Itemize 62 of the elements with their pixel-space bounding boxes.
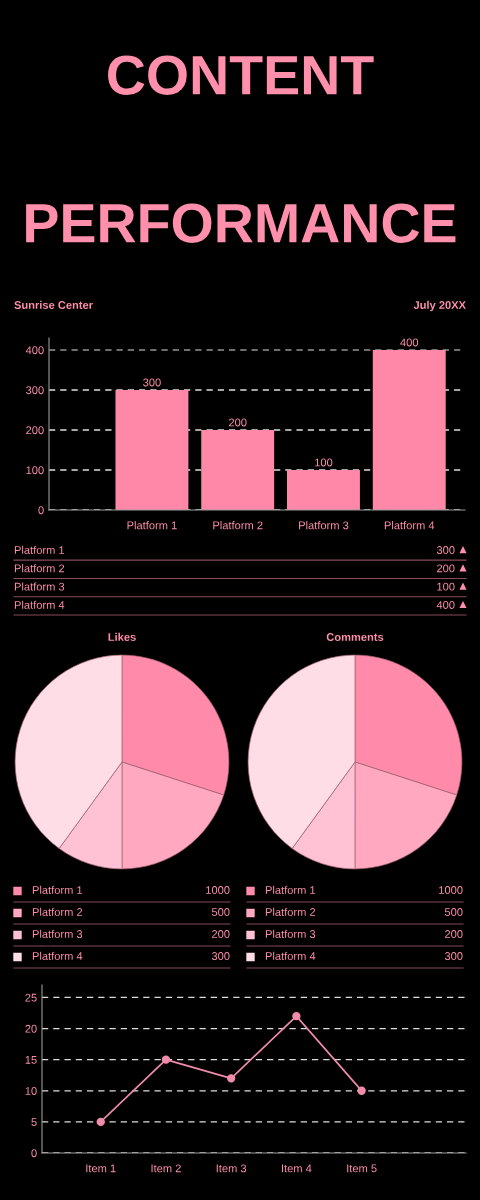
x-tick-label: Item 3 <box>216 1164 247 1173</box>
bar <box>287 470 360 510</box>
chart-subtitle: Sunrise Center <box>14 300 93 309</box>
data-label: 300 <box>444 952 463 960</box>
bar <box>372 350 446 510</box>
x-tick-label: Platform 4 <box>384 521 435 530</box>
legend-label: Platform 1 <box>265 885 316 894</box>
point <box>292 1011 301 1021</box>
point <box>227 1074 236 1083</box>
y-tick-label: 0 <box>31 1149 37 1158</box>
data-label: 400 <box>436 601 455 609</box>
chart-title: CONTENT PERFORMANCE <box>26 55 456 243</box>
y-tick-label: 20 <box>25 1024 37 1033</box>
chart-title: Likes <box>108 632 136 641</box>
x-tick-label: Item 5 <box>347 1164 377 1173</box>
category-label: Platform 4 <box>14 600 65 609</box>
x-tick-label: Platform 2 <box>213 521 263 530</box>
y-tick-label: 400 <box>25 346 44 355</box>
y-tick-label: 300 <box>26 386 44 395</box>
data-label: 200 <box>212 930 230 938</box>
legend-label: Platform 2 <box>265 907 316 916</box>
category-label: Platform 2 <box>14 564 65 573</box>
x-tick-label: Item 1 <box>86 1164 116 1173</box>
y-tick-label: 200 <box>26 426 44 435</box>
point <box>161 1055 171 1064</box>
bar <box>115 390 189 510</box>
legend-label: Platform 3 <box>265 929 316 938</box>
legend-label: Platform 3 <box>32 929 83 938</box>
data-label: 100 <box>437 582 455 591</box>
category-label: Platform 1 <box>14 545 65 554</box>
data-label: 500 <box>444 908 463 916</box>
data-label: 200 <box>228 418 247 427</box>
y-tick-label: 5 <box>31 1118 37 1127</box>
legend-label: Platform 4 <box>32 951 83 960</box>
x-tick-label: Item 4 <box>281 1164 312 1173</box>
legend-label: Platform 2 <box>32 907 83 916</box>
data-label: 300 <box>211 952 230 960</box>
y-tick-label: 15 <box>25 1056 37 1064</box>
y-tick-label: 100 <box>26 466 44 475</box>
data-label: 1000 <box>206 886 230 894</box>
data-label: 500 <box>211 908 230 916</box>
x-tick-label: Platform 1 <box>127 521 177 530</box>
data-label: 400 <box>400 338 419 347</box>
y-tick-label: 25 <box>25 993 37 1002</box>
data-label: 300 <box>143 378 161 387</box>
x-tick-label: Item 2 <box>151 1164 181 1173</box>
data-label: 200 <box>437 564 455 573</box>
legend-label: Platform 4 <box>265 951 316 960</box>
x-tick-label: Platform 3 <box>299 521 349 530</box>
category-label: Platform 3 <box>14 582 65 591</box>
bar <box>201 430 275 510</box>
data-label: 200 <box>445 930 463 938</box>
data-label: 100 <box>315 458 333 467</box>
y-tick-label: 0 <box>38 506 44 515</box>
data-label: 300 <box>436 546 455 554</box>
text: July 20XX <box>413 300 466 312</box>
point <box>96 1117 105 1127</box>
y-tick-label: 10 <box>25 1087 37 1095</box>
point <box>357 1086 366 1095</box>
data-label: 1000 <box>439 886 463 894</box>
legend-label: Platform 1 <box>32 885 83 894</box>
chart-title: Comments <box>326 633 384 641</box>
